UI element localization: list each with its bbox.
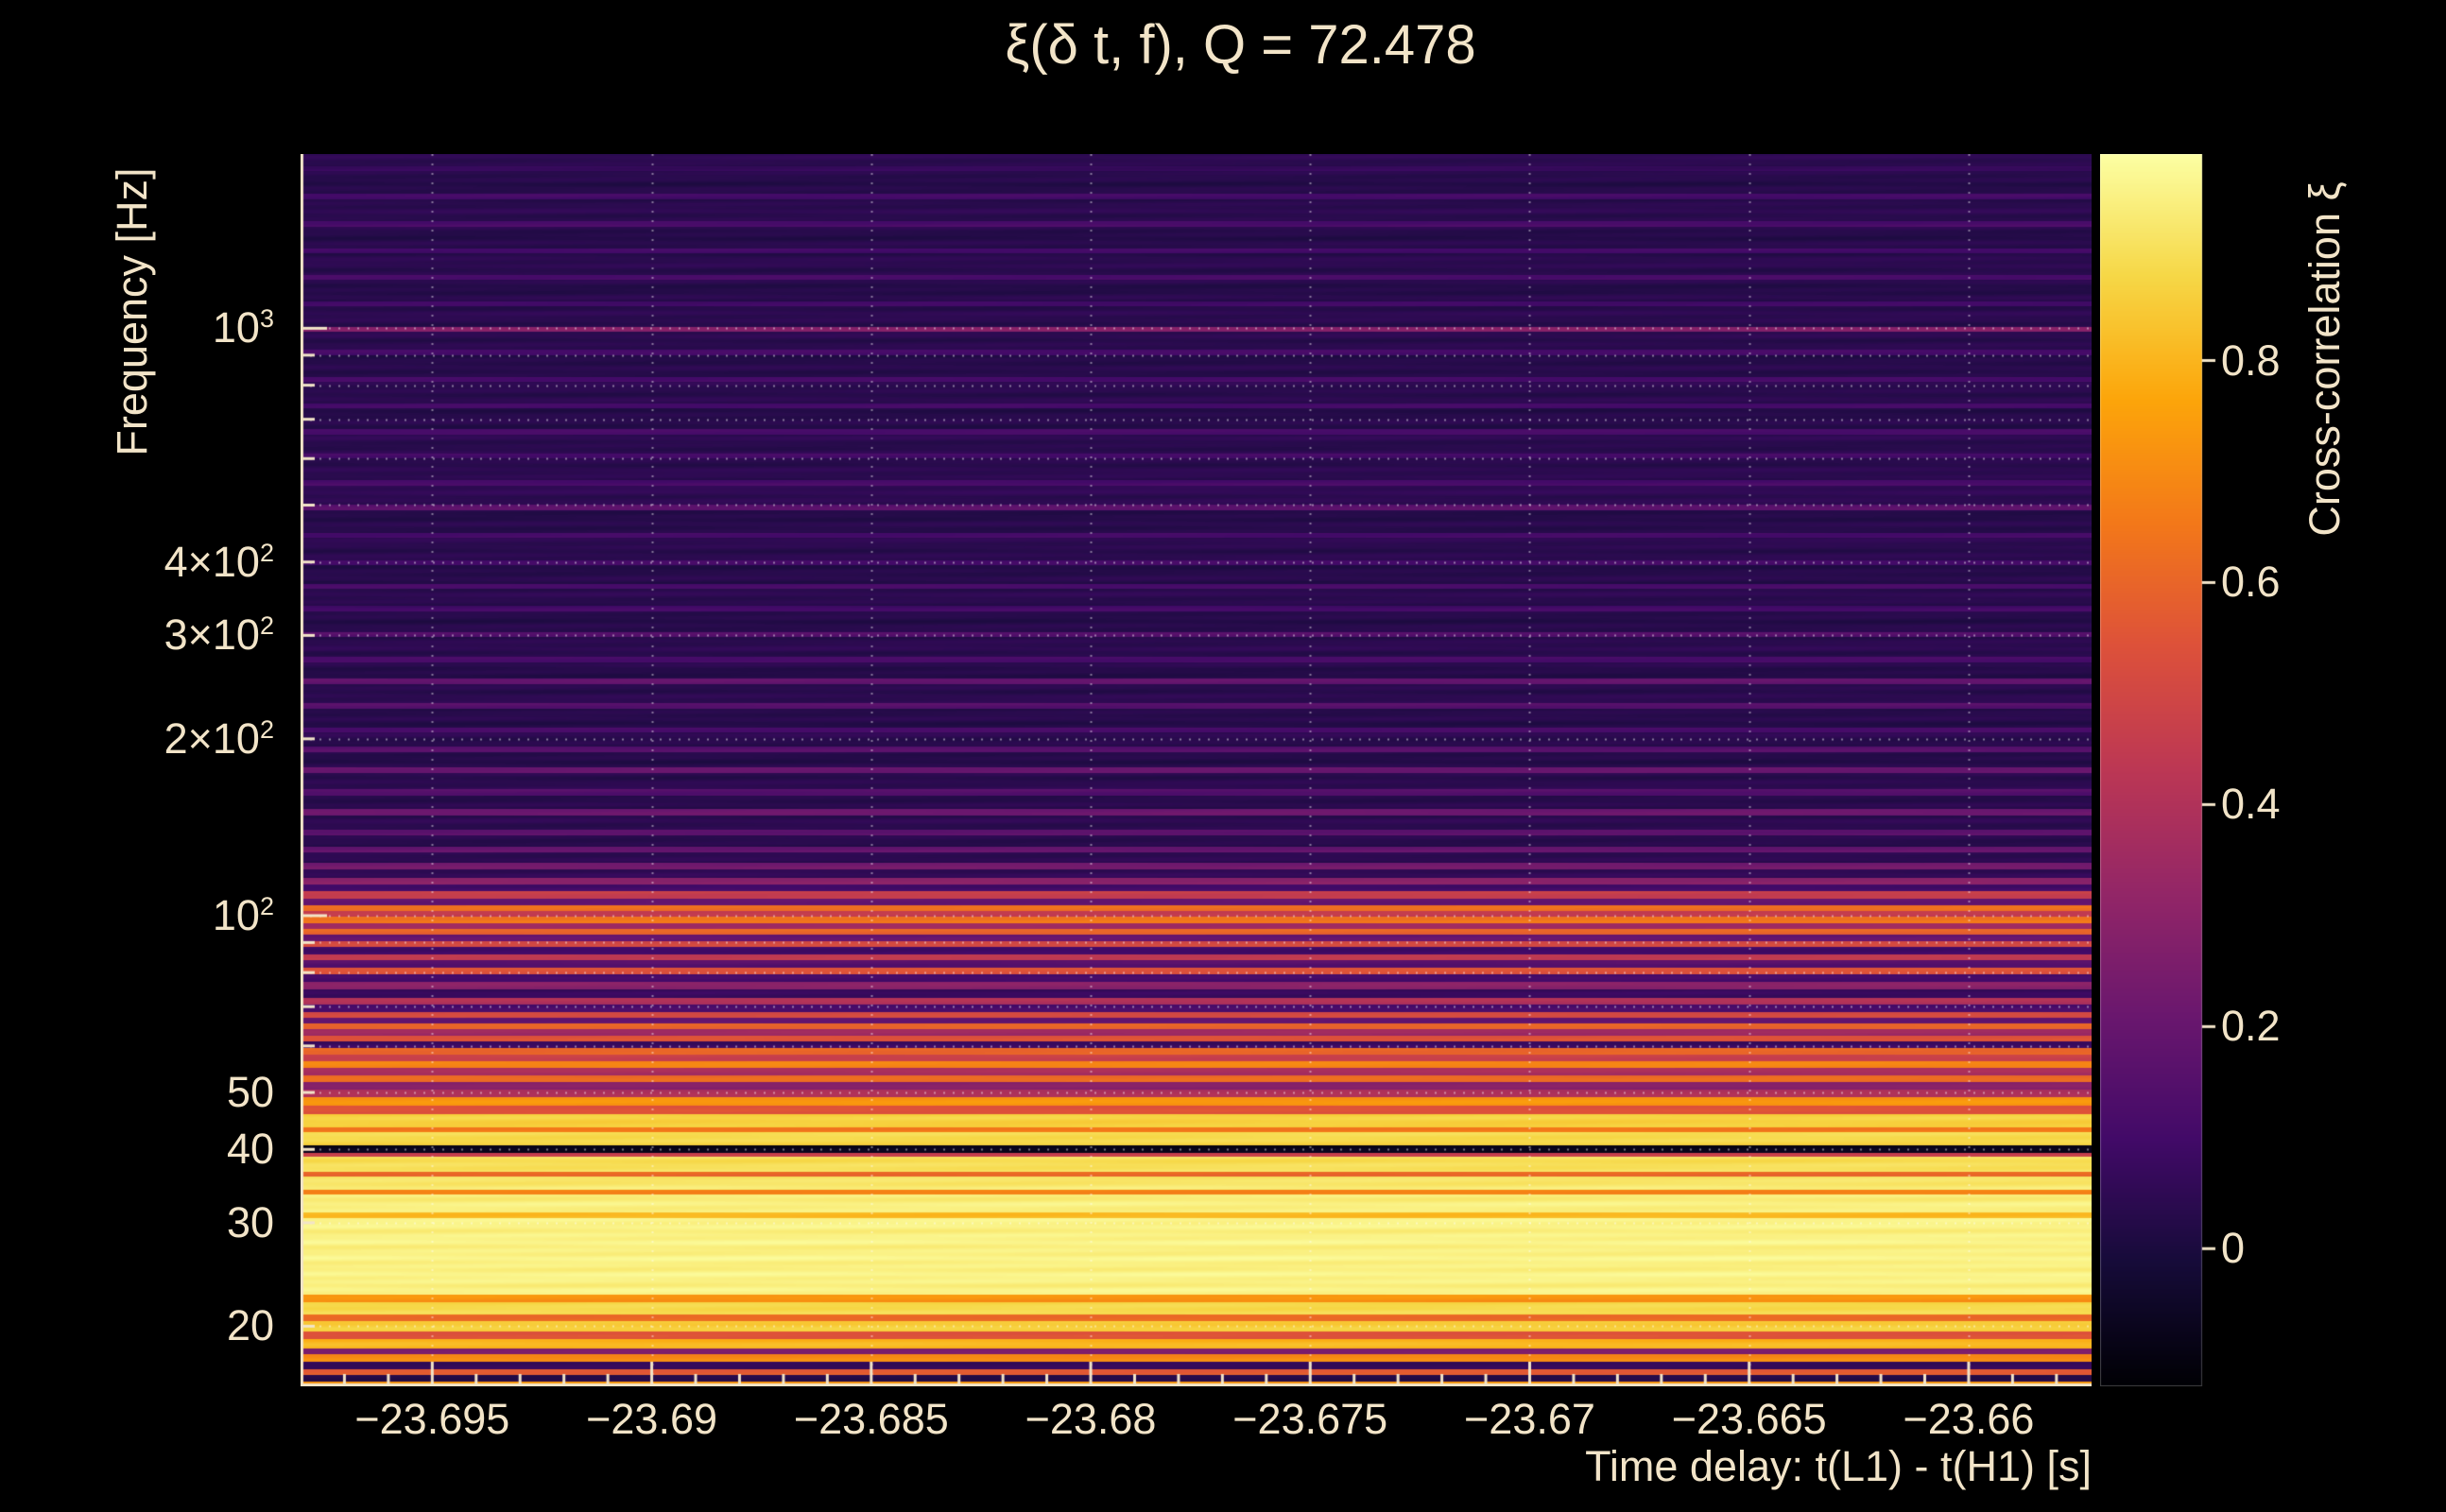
x-tick-label: −23.685 bbox=[793, 1395, 949, 1443]
x-tick-label: −23.675 bbox=[1232, 1395, 1388, 1443]
colorbar-tick-label: 0.6 bbox=[2221, 558, 2281, 607]
x-axis-label: Time delay: t(L1) - t(H1) [s] bbox=[1585, 1442, 2092, 1490]
y-tick-label: 30 bbox=[226, 1197, 274, 1246]
y-tick-label: 3×102 bbox=[164, 610, 274, 660]
colorbar-tick-label: 0.2 bbox=[2221, 1002, 2281, 1051]
y-tick-label: 102 bbox=[212, 890, 274, 939]
colorbar bbox=[2100, 154, 2217, 1386]
x-tick-label: −23.66 bbox=[1903, 1395, 2035, 1443]
y-tick-label: 2×102 bbox=[164, 713, 274, 763]
x-tick-label: −23.695 bbox=[354, 1395, 510, 1443]
x-tick-label: −23.665 bbox=[1671, 1395, 1827, 1443]
heatmap-plot bbox=[301, 154, 2092, 1386]
x-tick-label: −23.69 bbox=[586, 1395, 717, 1443]
colorbar-tick-label: 0.8 bbox=[2221, 335, 2281, 385]
colorbar-tick-label: 0 bbox=[2221, 1224, 2246, 1273]
colorbar-tick-label: 0.4 bbox=[2221, 780, 2281, 829]
y-tick-label: 50 bbox=[226, 1068, 274, 1117]
y-tick-label: 40 bbox=[226, 1125, 274, 1174]
y-tick-label: 20 bbox=[226, 1301, 274, 1350]
x-tick-label: −23.67 bbox=[1464, 1395, 1595, 1443]
x-tick-label: −23.68 bbox=[1025, 1395, 1157, 1443]
plot-title: ξ(δ t, f), Q = 72.478 bbox=[1005, 14, 1476, 76]
y-tick-label: 103 bbox=[212, 303, 274, 352]
y-tick-label: 4×102 bbox=[164, 537, 274, 586]
